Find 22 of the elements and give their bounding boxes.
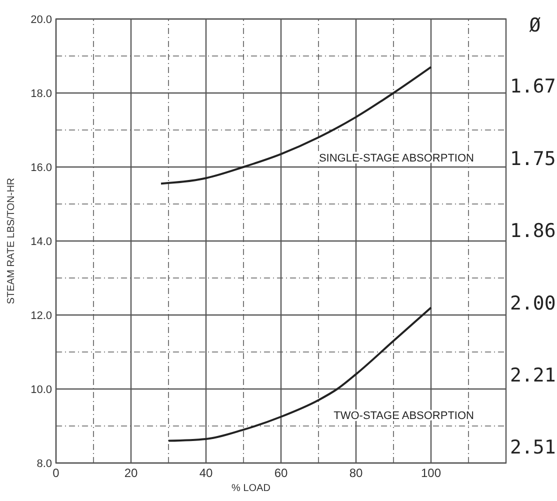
x-tick-label: 60 (274, 466, 288, 480)
y-tick-label: 14.0 (30, 236, 52, 248)
y-tick-label: 8.0 (36, 458, 52, 470)
text: 2.21 (510, 364, 556, 386)
text: 2.00 (510, 292, 556, 314)
y-tick-label: 18.0 (30, 88, 52, 100)
y-tick-label: 12.0 (30, 310, 52, 322)
y-axis-title: STEAM RATE LBS/TON-HR (6, 178, 17, 304)
text: 1.67 (510, 76, 556, 98)
x-tick-label: 0 (52, 466, 60, 480)
x-tick-label: 20 (124, 466, 138, 480)
x-tick-label: 80 (349, 466, 363, 480)
text: Ø (529, 14, 542, 37)
x-tick-label: 100 (420, 466, 442, 480)
text: 1.86 (510, 220, 556, 242)
x-axis-title: % LOAD (232, 483, 270, 494)
text: 2.51 (510, 436, 556, 459)
x-tick-label: 40 (199, 466, 213, 480)
y-tick-label: 20.0 (30, 14, 52, 26)
text: 1.75 (510, 148, 556, 170)
y-tick-label: 16.0 (30, 162, 52, 174)
y-tick-label: 10.0 (30, 384, 52, 396)
